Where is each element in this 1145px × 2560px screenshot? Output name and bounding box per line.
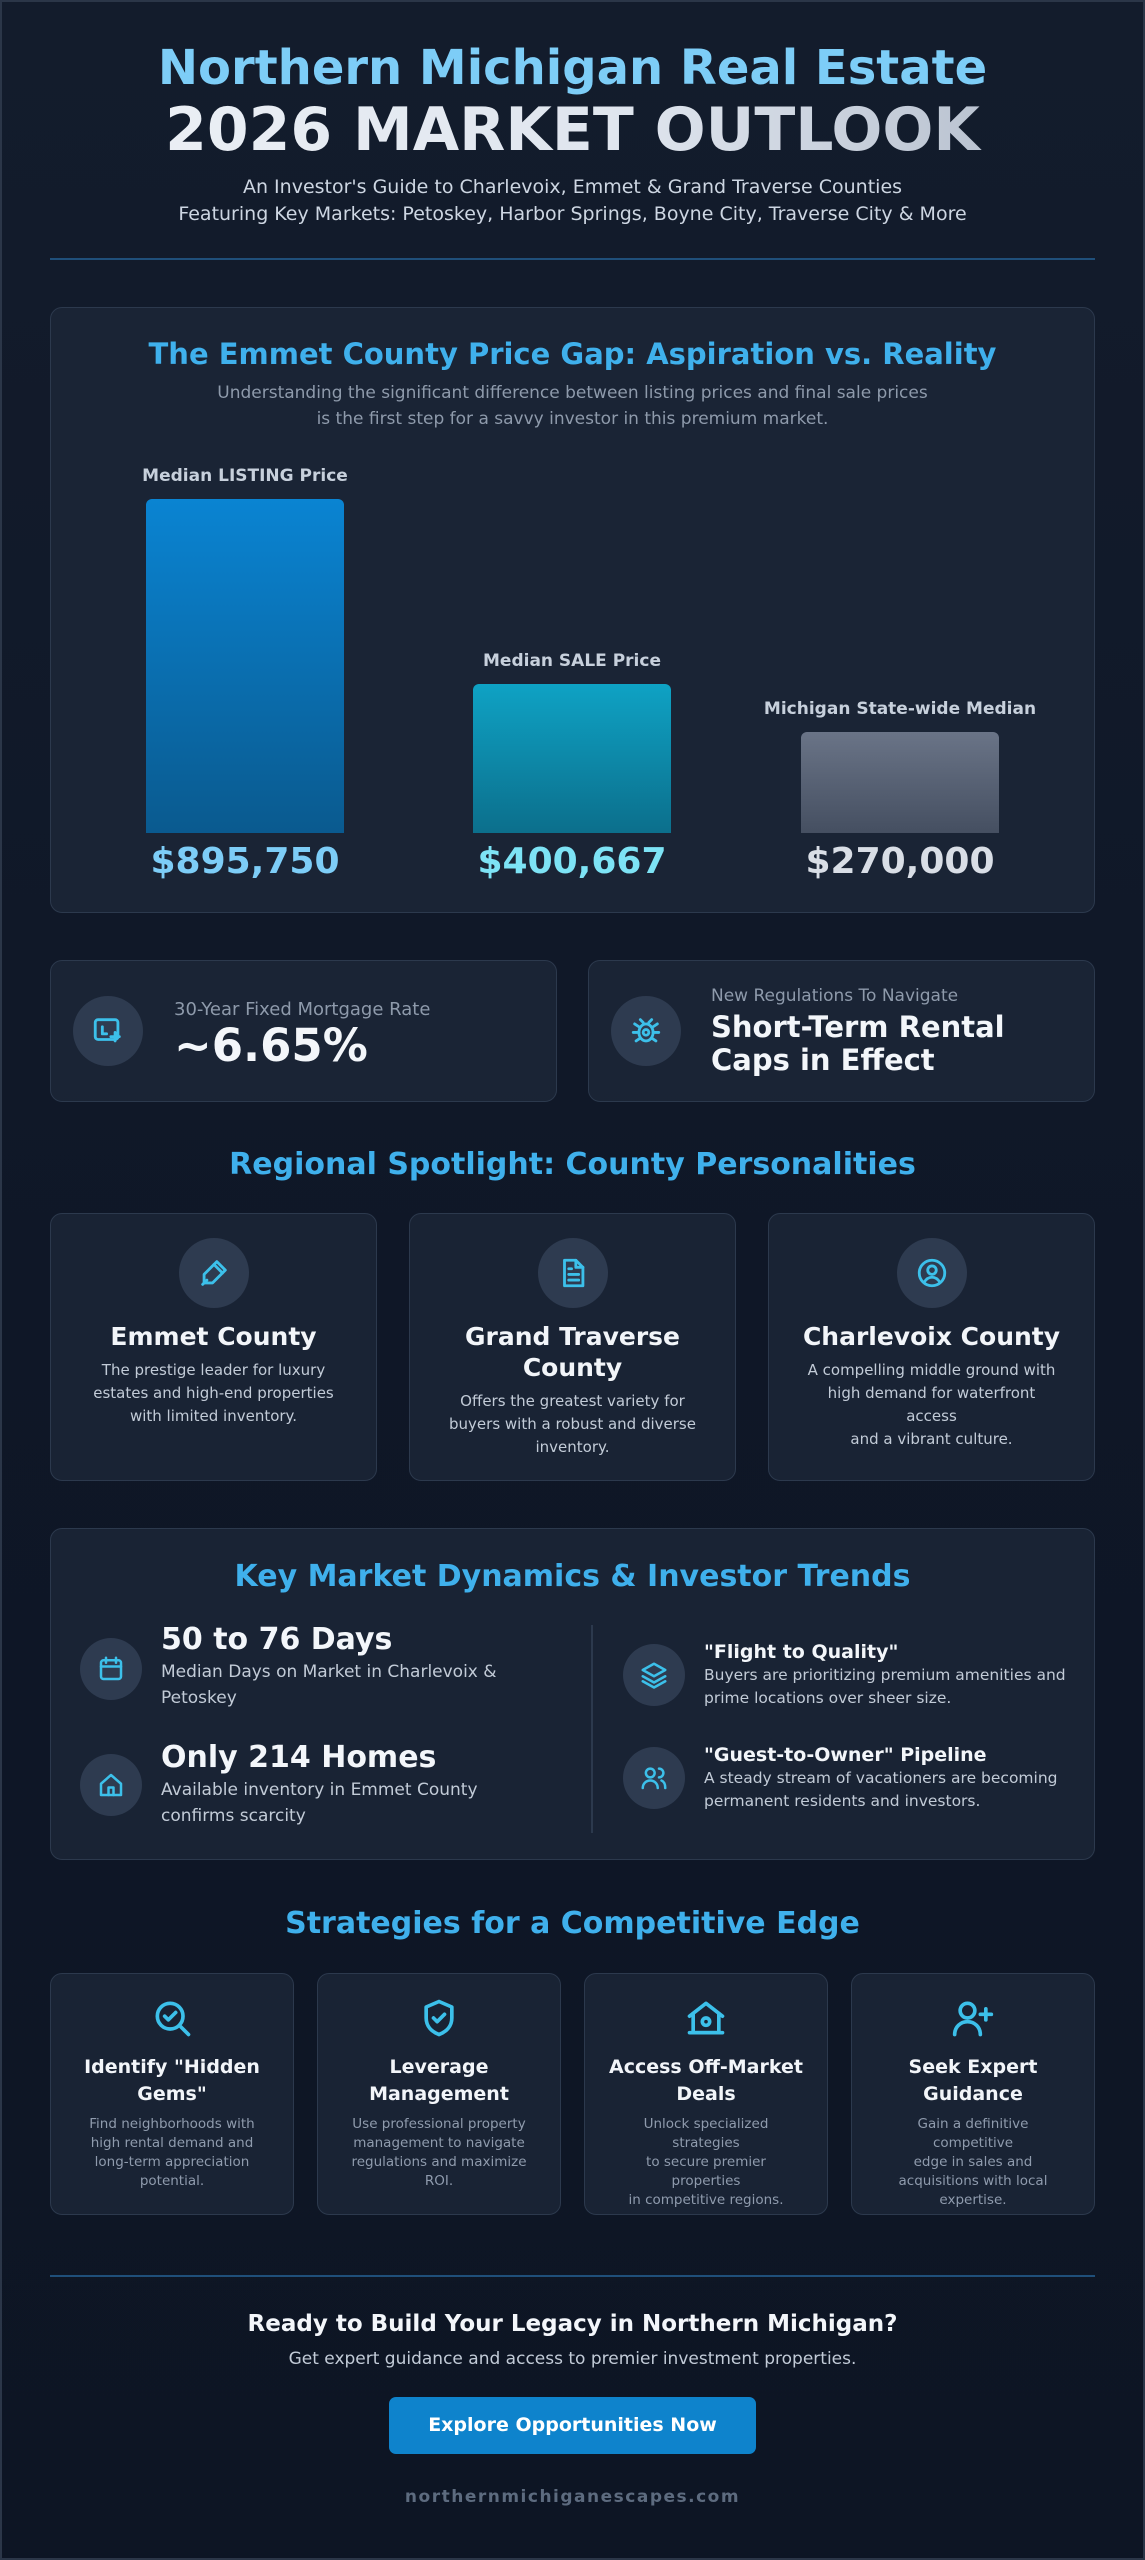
footer-url[interactable]: northernmichiganescapes.com: [404, 2487, 741, 2507]
strategy-title: Identify "Hidden Gems": [84, 2056, 260, 2105]
bar: [801, 732, 999, 833]
home-icon: [80, 1754, 142, 1816]
regulation-value: Short-Term Rental Caps in Effect: [711, 1011, 1005, 1077]
strategy-card-expert-guidance: Seek Expert Guidance Gain a definitive c…: [851, 1973, 1095, 2215]
strategy-title: Seek Expert Guidance: [908, 2056, 1038, 2105]
county-title: Grand Traverse County: [464, 1322, 681, 1382]
spotlight-title: Regional Spotlight: County Personalities: [229, 1147, 916, 1182]
cta-divider: [50, 2275, 1095, 2277]
regulation-line-2: Caps in Effect: [711, 1043, 935, 1077]
regulation-label: New Regulations To Navigate: [711, 986, 959, 1006]
strategies-title: Strategies for a Competitive Edge: [285, 1906, 860, 1941]
header-divider: [50, 258, 1095, 260]
user-circle-icon: [897, 1238, 967, 1308]
strategy-desc: Find neighborhoods with high rental dema…: [89, 2116, 255, 2189]
price-gap-desc-1: Understanding the significant difference…: [217, 383, 928, 403]
mortgage-label: 30-Year Fixed Mortgage Rate: [174, 999, 431, 1020]
days-on-market-value: 50 to 76 Days: [161, 1622, 393, 1657]
search-check-icon: [51, 1996, 293, 2044]
calendar-icon: [80, 1638, 142, 1700]
shield-check-icon: [318, 1996, 560, 2044]
regulation-line-1: Short-Term Rental: [711, 1010, 1005, 1044]
strategy-card-off-market: Access Off-Market Deals Unlock specializ…: [584, 1973, 828, 2215]
header-outlook-title: 2026 MARKET OUTLOOK: [0, 95, 1145, 165]
dynamics-panel: [50, 1528, 1095, 1860]
dynamics-title: Key Market Dynamics & Investor Trends: [234, 1559, 911, 1594]
county-title: Emmet County: [110, 1322, 317, 1351]
cta-subtitle: Get expert guidance and access to premie…: [288, 2349, 857, 2369]
user-plus-icon: [852, 1996, 1094, 2044]
bar-value-label: $895,750: [150, 841, 340, 882]
price-gap-desc-2: is the first step for a savvy investor i…: [316, 409, 829, 429]
strategy-title: Leverage Management: [369, 2056, 509, 2105]
strategy-card-hidden-gems: Identify "Hidden Gems" Find neighborhood…: [50, 1973, 294, 2215]
price-gap-title: The Emmet County Price Gap: Aspiration v…: [148, 337, 997, 371]
county-card-grand-traverse: Grand Traverse County Offers the greates…: [409, 1213, 736, 1481]
bug-icon: [611, 996, 681, 1066]
bar: [473, 684, 671, 833]
strategy-desc: Use professional property management to …: [351, 2116, 527, 2189]
dynamics-divider: [591, 1625, 593, 1833]
county-desc: The prestige leader for luxury estates a…: [93, 1361, 334, 1425]
county-desc: A compelling middle ground with high dem…: [807, 1361, 1056, 1448]
strategy-title: Access Off-Market Deals: [609, 2056, 803, 2105]
guest-to-owner-title: "Guest-to-Owner" Pipeline: [704, 1744, 987, 1766]
header-subtitle: An Investor's Guide to Charlevoix, Emmet…: [242, 176, 903, 198]
pencil-ruler-icon: [179, 1238, 249, 1308]
county-card-charlevoix: Charlevoix County A compelling middle gr…: [768, 1213, 1095, 1481]
bar: [146, 499, 344, 833]
explore-opportunities-button[interactable]: Explore Opportunities Now: [389, 2397, 756, 2454]
county-card-emmet: Emmet County The prestige leader for lux…: [50, 1213, 377, 1481]
days-on-market-desc: Median Days on Market in Charlevoix & Pe…: [161, 1662, 497, 1708]
flight-to-quality-desc: Buyers are prioritizing premium amenitie…: [704, 1666, 1066, 1707]
inventory-desc: Available inventory in Emmet County conf…: [161, 1780, 478, 1826]
bar-label: Median LISTING Price: [142, 466, 348, 486]
layers-icon: [623, 1644, 685, 1706]
county-title: Charlevoix County: [802, 1322, 1061, 1351]
cta-title: Ready to Build Your Legacy in Northern M…: [247, 2311, 898, 2337]
document-icon: [538, 1238, 608, 1308]
users-icon: [623, 1747, 685, 1809]
header-markets: Featuring Key Markets: Petoskey, Harbor …: [178, 203, 967, 225]
strategy-desc: Unlock specialized strategies to secure …: [628, 2116, 784, 2208]
bar-value-label: $400,667: [477, 841, 667, 882]
strategy-card-management: Leverage Management Use professional pro…: [317, 1973, 561, 2215]
mortgage-icon: [73, 996, 143, 1066]
mortgage-value: ~6.65%: [174, 1019, 368, 1072]
flight-to-quality-title: "Flight to Quality": [704, 1641, 899, 1663]
inventory-value: Only 214 Homes: [161, 1740, 437, 1775]
strategy-desc: Gain a definitive competitive edge in sa…: [898, 2116, 1048, 2208]
bar-label: Michigan State-wide Median: [763, 699, 1037, 719]
bar-label: Median SALE Price: [483, 651, 661, 671]
county-desc: Offers the greatest variety for buyers w…: [449, 1392, 696, 1456]
bar-value-label: $270,000: [805, 841, 995, 882]
regulation-card: New Regulations To Navigate Short-Term R…: [588, 960, 1095, 1102]
mortgage-card: 30-Year Fixed Mortgage Rate ~6.65%: [50, 960, 557, 1102]
guest-to-owner-desc: A steady stream of vacationers are becom…: [704, 1769, 1058, 1810]
house-lock-icon: [585, 1996, 827, 2044]
header-title: Northern Michigan Real Estate: [157, 40, 988, 96]
